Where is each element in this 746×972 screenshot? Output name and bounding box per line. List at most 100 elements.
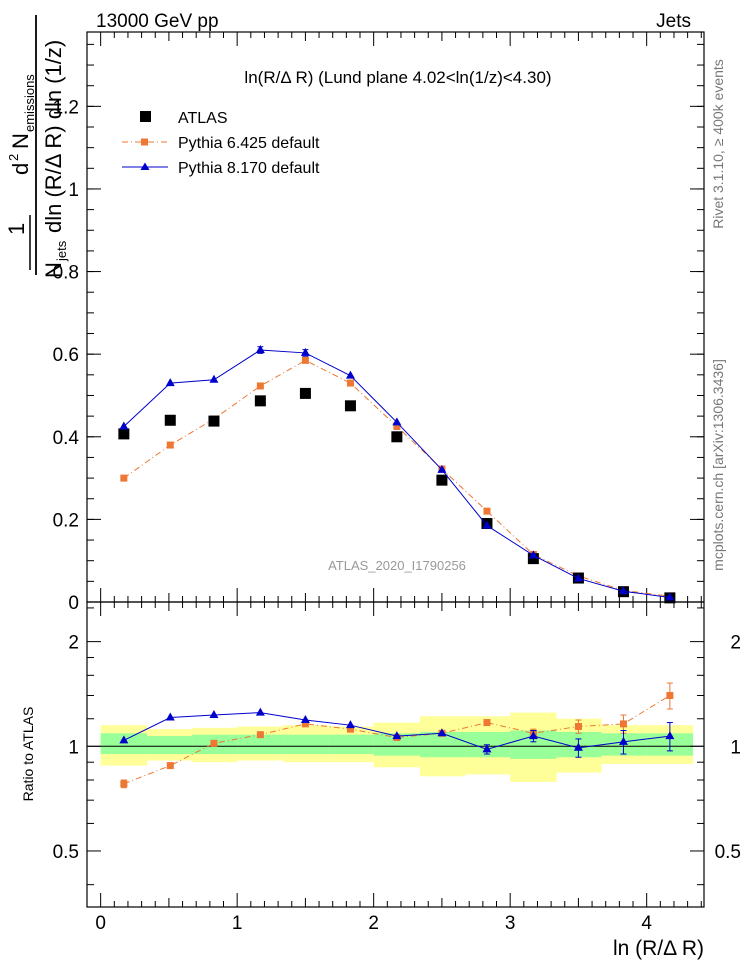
- ratio-y-tick-label-right: 1: [730, 737, 741, 758]
- ratio-point-pythia8: [300, 715, 310, 724]
- main-point-pythia6: [346, 379, 354, 387]
- main-point-pythia8: [573, 573, 583, 582]
- main-point-pythia8: [209, 374, 219, 383]
- ratio-point-pythia8: [618, 736, 628, 745]
- x-tick-label: 0: [95, 913, 106, 934]
- y-label-N-jets: N: [41, 262, 66, 278]
- ratio-y-tick-label-right: 2: [730, 633, 741, 654]
- main-y-tick-label: 0: [68, 593, 79, 614]
- ratio-band-inner: [237, 734, 284, 755]
- main-y-tick-label: 1: [68, 180, 79, 201]
- legend-label-pythia8: Pythia 8.170 default: [178, 160, 320, 177]
- main-point-pythia8: [255, 345, 265, 354]
- main-point-pythia8: [618, 586, 628, 595]
- ratio-point-pythia8: [119, 735, 129, 744]
- ratio-point-pythia6: [619, 720, 627, 728]
- main-point-pythia6: [120, 474, 128, 482]
- main-y-tick-label: 0.2: [53, 510, 79, 531]
- data-point-atlas: [344, 400, 356, 412]
- data-point-atlas: [118, 428, 130, 440]
- ratio-border: [86, 601, 705, 908]
- data-point-atlas: [254, 395, 266, 407]
- ratio-y-axis-label: Ratio to ATLAS: [20, 707, 36, 802]
- data-point-atlas: [391, 431, 403, 443]
- ratio-panel-data: [119, 682, 675, 789]
- ratio-point-pythia6: [301, 720, 309, 728]
- legend-marker-pythia6: [141, 138, 148, 146]
- x-axis-label: ln (R/Δ R): [613, 937, 704, 960]
- ratio-band-inner: [100, 733, 148, 755]
- ratio-point-pythia6: [574, 723, 582, 731]
- ratio-y-tick-label-right: 0.5: [715, 842, 741, 863]
- ratio-band-inner: [373, 733, 421, 756]
- x-tick-label: 3: [505, 913, 516, 934]
- main-point-pythia8: [437, 464, 447, 473]
- legend-label-atlas: ATLAS: [178, 110, 228, 127]
- y-label-one: 1: [4, 223, 29, 235]
- x-tick-label: 2: [368, 913, 379, 934]
- data-point-atlas: [299, 387, 311, 399]
- ratio-point-pythia8: [165, 712, 175, 721]
- main-point-pythia6: [256, 382, 264, 390]
- ratio-band-inner: [328, 734, 374, 755]
- x-tick-label: 1: [232, 913, 243, 934]
- ratio-point-pythia6: [256, 731, 264, 739]
- ratio-point-pythia6: [483, 719, 491, 727]
- ratio-y-tick-label: 1: [68, 737, 79, 758]
- y-label-sub-jets: jets: [54, 240, 69, 262]
- main-point-pythia6: [166, 441, 174, 449]
- main-point-pythia8: [528, 550, 538, 559]
- header-energy-label: 13000 GeV pp: [96, 11, 219, 32]
- main-point-pythia8: [392, 417, 402, 426]
- ratio-y-tick-label: 2: [68, 633, 79, 654]
- main-point-pythia8: [119, 421, 129, 430]
- plot-title: ln(R/Δ R) (Lund plane 4.02<ln(1/z)<4.30): [244, 68, 551, 87]
- ratio-point-pythia8: [255, 707, 265, 716]
- main-y-tick-label: 0.6: [53, 345, 79, 366]
- y-label-sub-emissions: emissions: [22, 74, 37, 132]
- main-point-pythia8: [665, 592, 675, 601]
- ratio-point-pythia8: [482, 744, 492, 753]
- main-point-pythia8: [300, 347, 310, 356]
- y-label-N: N: [8, 133, 33, 149]
- ratio-band-inner: [283, 734, 329, 755]
- ratio-point-pythia8: [345, 720, 355, 729]
- y-label-denominator: dln (R/Δ R) dln (1/z): [41, 40, 66, 233]
- main-point-pythia8: [345, 370, 355, 379]
- data-point-atlas: [436, 474, 448, 486]
- ratio-point-pythia6: [120, 780, 128, 788]
- ratio-point-pythia6: [210, 739, 218, 747]
- analysis-watermark: ATLAS_2020_I1790256: [328, 558, 466, 573]
- ratio-point-pythia8: [573, 742, 583, 751]
- legend: ATLAS Pythia 6.425 default Pythia 8.170 …: [122, 110, 320, 177]
- main-y-tick-label: 0.4: [53, 428, 80, 449]
- main-point-pythia6: [301, 356, 309, 364]
- data-point-atlas: [164, 414, 176, 426]
- ratio-panel-frame: 0.5 0.5 1 1 2 2 0 1 2 3 4: [53, 601, 741, 934]
- main-point-pythia6: [393, 422, 401, 430]
- main-panel-data: [118, 345, 676, 604]
- main-point-pythia8: [165, 378, 175, 387]
- ratio-band-inner: [147, 736, 193, 755]
- main-y-tick-label: 1.2: [53, 97, 79, 118]
- header-category-label: Jets: [656, 11, 691, 32]
- ratio-point-pythia8: [437, 728, 447, 737]
- legend-marker-atlas: [140, 111, 151, 122]
- legend-label-pythia6: Pythia 6.425 default: [178, 135, 320, 152]
- y-label-sup2: 2: [6, 154, 21, 161]
- ratio-point-pythia8: [528, 731, 538, 740]
- main-point-pythia6: [483, 507, 491, 515]
- main-point-pythia8: [482, 520, 492, 529]
- ratio-point-pythia6: [666, 691, 674, 699]
- ratio-point-pythia8: [209, 710, 219, 719]
- legend-marker-pythia8: [140, 162, 150, 170]
- main-y-tick-label: 0.8: [53, 263, 79, 284]
- x-tick-label: 4: [641, 913, 652, 934]
- rivet-version-label: Rivet 3.1.10, ≥ 400k events: [710, 59, 726, 229]
- ratio-point-pythia6: [346, 725, 354, 733]
- ratio-point-pythia8: [392, 731, 402, 740]
- ratio-point-pythia8: [665, 731, 675, 740]
- ratio-y-tick-label: 0.5: [53, 842, 79, 863]
- main-y-axis-label: 1 d 2 N emissions N jets dln (R/Δ R) dln…: [4, 15, 69, 278]
